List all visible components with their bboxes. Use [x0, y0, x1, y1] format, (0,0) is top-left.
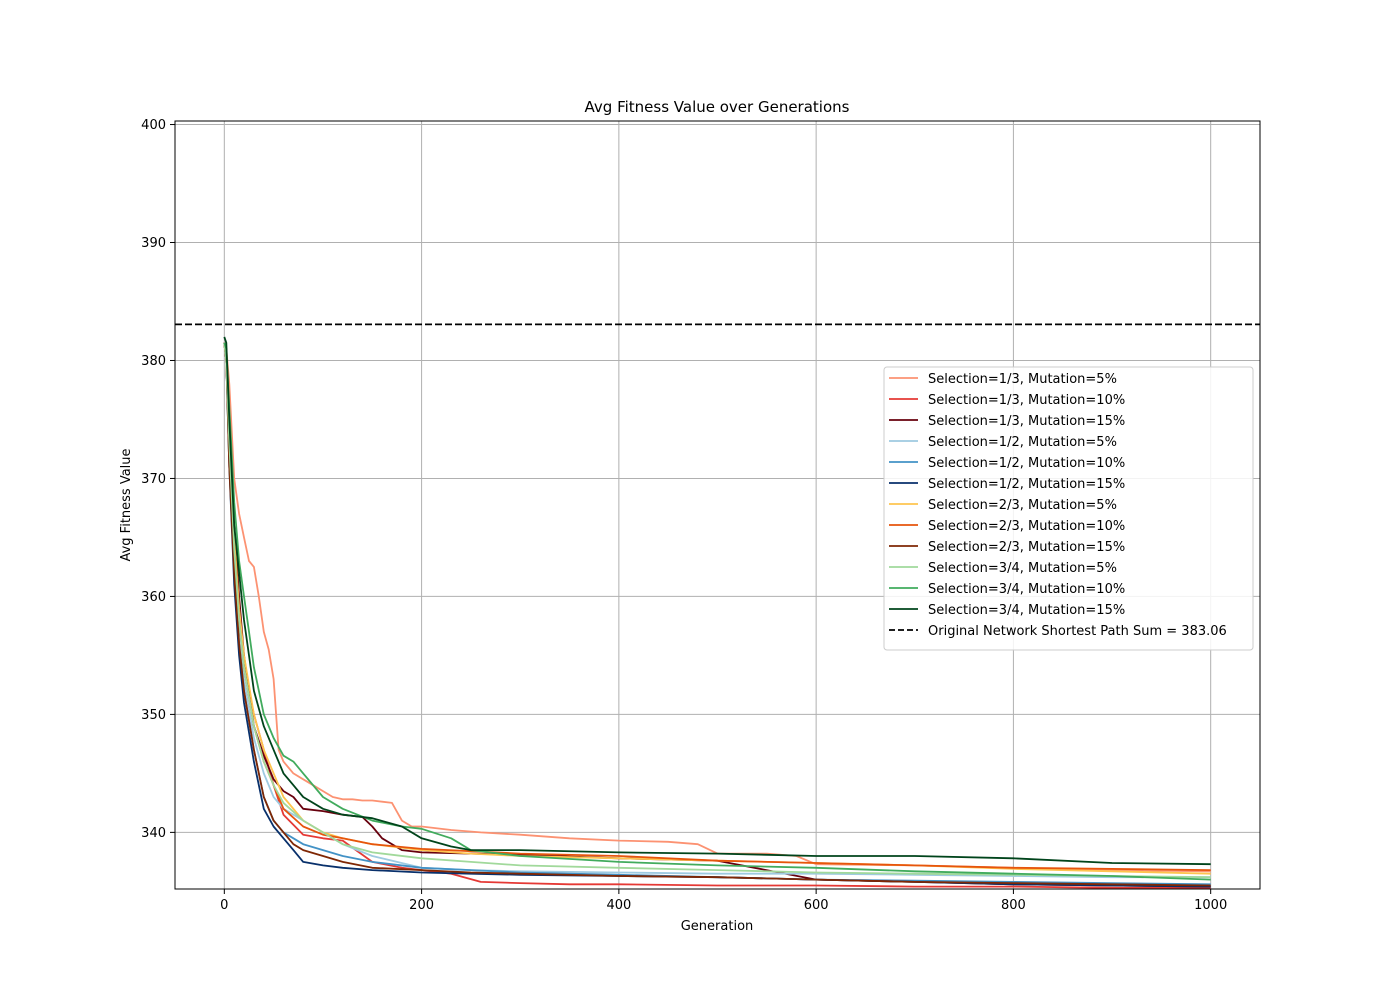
legend-label-7: Selection=2/3, Mutation=5% — [928, 498, 1117, 513]
legend-label-9: Selection=2/3, Mutation=15% — [928, 540, 1125, 555]
x-axis-label: Generation — [681, 919, 754, 934]
x-tick-label: 800 — [1001, 898, 1026, 913]
y-tick-label: 370 — [141, 472, 166, 487]
y-axis-ticks: 340 350 360 370 380 390 400 — [141, 118, 175, 841]
legend-label-10: Selection=3/4, Mutation=5% — [928, 561, 1117, 576]
series-line-1 — [223, 342, 1211, 873]
x-tick-label: 0 — [220, 898, 228, 913]
x-tick-label: 1000 — [1194, 898, 1227, 913]
y-tick-label: 340 — [141, 826, 166, 841]
legend-label-reference: Original Network Shortest Path Sum = 383… — [928, 624, 1227, 639]
x-tick-label: 600 — [804, 898, 829, 913]
legend-box — [883, 366, 1254, 651]
legend-label-2: Selection=1/3, Mutation=10% — [928, 393, 1125, 408]
legend-label-3: Selection=1/3, Mutation=15% — [928, 414, 1125, 429]
series-line-12 — [223, 336, 1211, 866]
chart-title: Avg Fitness Value over Generations — [585, 98, 850, 116]
legend-label-1: Selection=1/3, Mutation=5% — [928, 372, 1117, 387]
y-tick-label: 380 — [141, 354, 166, 369]
x-tick-label: 400 — [606, 898, 631, 913]
legend-label-11: Selection=3/4, Mutation=10% — [928, 582, 1125, 597]
legend-label-4: Selection=1/2, Mutation=5% — [928, 435, 1117, 450]
legend-label-5: Selection=1/2, Mutation=10% — [928, 456, 1125, 471]
plot-area — [223, 336, 1211, 889]
y-axis-label: Avg Fitness Value — [119, 448, 134, 561]
x-axis-ticks: 0 200 400 600 800 1000 — [220, 889, 1227, 913]
series-line-10 — [223, 342, 1211, 879]
y-tick-label: 360 — [141, 590, 166, 605]
series-line-11 — [223, 342, 1211, 881]
y-tick-label: 400 — [141, 118, 166, 133]
legend-label-12: Selection=3/4, Mutation=15% — [928, 603, 1125, 618]
x-tick-label: 200 — [409, 898, 434, 913]
y-tick-label: 350 — [141, 708, 166, 723]
axes-frame — [174, 120, 1261, 890]
series-line-9 — [223, 342, 1211, 887]
legend-label-8: Selection=2/3, Mutation=10% — [928, 519, 1125, 534]
y-tick-label: 390 — [141, 236, 166, 251]
legend-label-6: Selection=1/2, Mutation=15% — [928, 477, 1125, 492]
legend: Selection=1/3, Mutation=5% Selection=1/3,… — [883, 366, 1254, 651]
